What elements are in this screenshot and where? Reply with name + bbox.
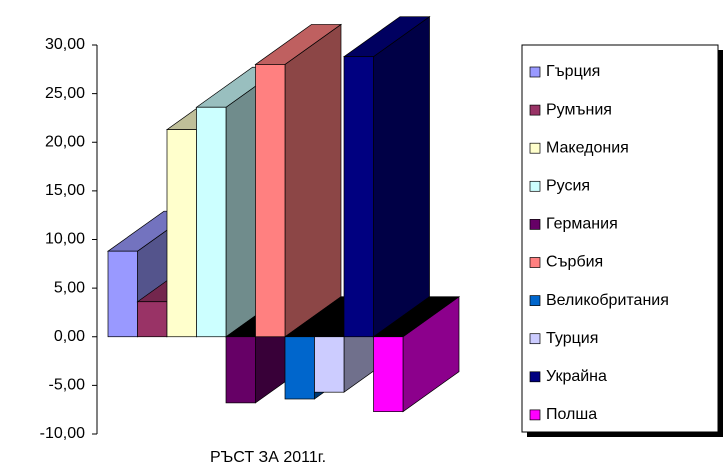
legend-swatch: [529, 409, 541, 421]
legend-label: Украйна: [546, 368, 607, 385]
y-tick-label: 15,00: [45, 182, 85, 199]
y-tick-label: 10,00: [45, 231, 85, 248]
legend-label: Русия: [546, 178, 590, 195]
legend-label: Македония: [546, 139, 629, 156]
legend-swatch: [529, 104, 541, 116]
legend-label: Полша: [546, 406, 597, 423]
bar: [196, 106, 227, 338]
y-tick-label: -10,00: [40, 425, 85, 442]
y-tick-label: 5,00: [54, 279, 85, 296]
legend-swatch: [529, 66, 541, 78]
legend-swatch: [529, 142, 541, 154]
bar: [225, 336, 256, 404]
bar: [166, 129, 197, 338]
bar-side: [373, 15, 430, 338]
legend-swatch: [529, 257, 541, 268]
bar: [107, 250, 138, 338]
bar-side: [284, 23, 342, 338]
bar: [284, 336, 315, 400]
y-tick-label: 20,00: [45, 133, 85, 150]
bar: [137, 301, 168, 338]
legend-label: Великобритания: [546, 292, 669, 309]
bar: [255, 64, 286, 338]
legend-label: Сърбия: [546, 254, 603, 271]
bar: [314, 336, 345, 393]
y-tick-label: 25,00: [45, 85, 85, 102]
legend-swatch: [529, 219, 541, 230]
legend-swatch: [529, 295, 541, 306]
y-tick-label: 30,00: [45, 36, 85, 53]
bar: [343, 56, 374, 338]
legend-swatch: [529, 180, 541, 192]
y-tick-label: 0,00: [54, 328, 85, 345]
legend-label: Турция: [546, 330, 598, 347]
legend-label: Германия: [546, 216, 618, 233]
x-tick-label: РЪСТ ЗА 2011г.: [210, 449, 326, 466]
bar: [373, 336, 404, 412]
legend-label: Гърция: [546, 63, 600, 80]
legend-box: [521, 44, 719, 433]
legend-swatch: [529, 333, 541, 345]
legend-swatch: [529, 371, 541, 383]
y-tick-label: -5,00: [49, 377, 86, 394]
legend-label: Румъния: [546, 101, 612, 118]
